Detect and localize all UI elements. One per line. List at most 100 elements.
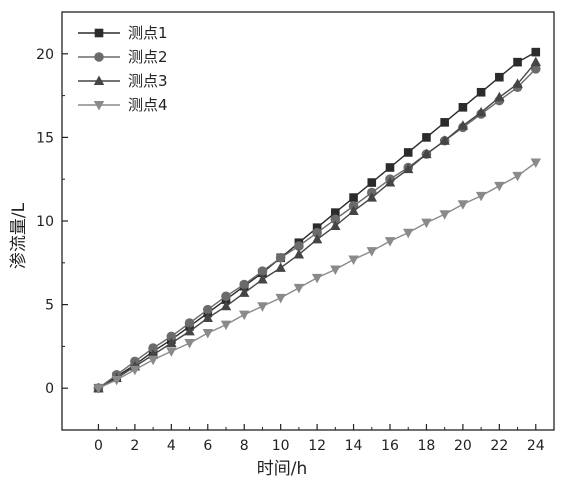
data-point	[457, 120, 469, 130]
legend-item: 测点3	[78, 72, 168, 90]
data-point	[311, 273, 323, 284]
data-point	[512, 171, 523, 182]
data-point	[148, 343, 158, 353]
data-point	[440, 118, 449, 127]
data-point	[275, 262, 286, 272]
data-point	[439, 135, 450, 145]
data-point	[257, 266, 268, 276]
data-point	[403, 148, 413, 157]
data-point	[494, 181, 505, 192]
data-point	[166, 331, 177, 342]
legend: 测点1 测点2 测点3 测点4	[78, 24, 168, 114]
data-point	[367, 178, 377, 187]
y-tick-label: 10	[36, 214, 54, 230]
x-tick-label: 14	[345, 438, 363, 454]
data-point	[239, 310, 250, 321]
legend-item: 测点1	[78, 24, 168, 42]
legend-label: 测点2	[128, 48, 168, 66]
data-point	[312, 223, 322, 232]
data-point	[366, 247, 377, 257]
data-point	[220, 300, 232, 311]
data-point	[166, 337, 177, 348]
legend-marker	[93, 101, 105, 111]
data-point	[184, 339, 195, 349]
x-tick-label: 8	[240, 438, 249, 454]
data-point	[475, 191, 487, 202]
data-point	[421, 218, 432, 229]
data-point	[330, 214, 341, 225]
data-point	[202, 329, 213, 339]
x-tick-label: 24	[527, 438, 545, 454]
data-point	[147, 355, 159, 366]
x-tick-label: 2	[130, 438, 139, 454]
data-point	[349, 193, 358, 202]
data-point	[293, 283, 305, 294]
y-tick-label: 0	[45, 381, 54, 397]
data-point	[330, 220, 341, 231]
x-tick-label: 4	[167, 438, 176, 454]
x-tick-label: 22	[490, 438, 508, 454]
legend-item: 测点2	[78, 48, 168, 66]
data-point	[458, 103, 468, 112]
data-point	[385, 163, 395, 172]
x-tick-label: 20	[454, 438, 472, 454]
legend-label: 测点3	[128, 72, 168, 90]
data-point	[512, 78, 523, 88]
data-point	[166, 347, 177, 357]
data-point	[421, 148, 432, 159]
x-tick-label: 10	[272, 438, 290, 454]
data-point	[257, 302, 268, 312]
data-point	[275, 293, 286, 304]
series-layer	[93, 47, 541, 394]
legend-label: 测点1	[128, 24, 168, 42]
data-point	[311, 233, 323, 244]
legend-marker	[93, 75, 105, 85]
data-point	[476, 87, 486, 97]
data-point	[312, 227, 322, 238]
y-axis-title: 渗流量/L	[9, 202, 29, 269]
data-point	[530, 56, 541, 67]
data-point	[202, 304, 213, 315]
data-point	[495, 72, 504, 82]
data-point	[293, 248, 305, 259]
data-point	[422, 133, 431, 142]
data-point	[475, 106, 487, 117]
data-point	[366, 192, 377, 202]
x-axis-title: 时间/h	[257, 459, 308, 479]
data-point	[403, 163, 414, 174]
data-point	[294, 241, 304, 251]
legend-item: 测点4	[78, 96, 168, 114]
data-point	[384, 237, 396, 247]
data-point	[184, 318, 195, 328]
data-point	[93, 384, 104, 394]
data-point	[531, 47, 541, 57]
series-4	[93, 158, 541, 394]
data-point	[239, 287, 250, 297]
data-point	[494, 91, 505, 102]
data-point	[513, 57, 522, 67]
y-tick-label: 15	[36, 130, 54, 146]
data-point	[384, 177, 396, 187]
data-point	[111, 375, 122, 386]
data-point	[530, 64, 541, 74]
data-point	[129, 365, 141, 376]
data-point	[239, 279, 250, 290]
data-point	[348, 255, 359, 265]
data-point	[184, 325, 195, 336]
data-point	[221, 291, 231, 302]
x-tick-label: 18	[418, 438, 436, 454]
y-tick-label: 20	[36, 47, 54, 63]
data-point	[257, 274, 268, 284]
data-point	[530, 158, 541, 168]
x-tick-label: 0	[94, 438, 103, 454]
x-tick-label: 16	[381, 438, 399, 454]
legend-label: 测点4	[128, 96, 168, 114]
data-point	[220, 320, 232, 331]
data-point	[330, 265, 341, 275]
data-point	[403, 228, 414, 239]
data-point	[331, 208, 340, 217]
data-point	[275, 252, 286, 263]
legend-marker	[94, 52, 104, 62]
